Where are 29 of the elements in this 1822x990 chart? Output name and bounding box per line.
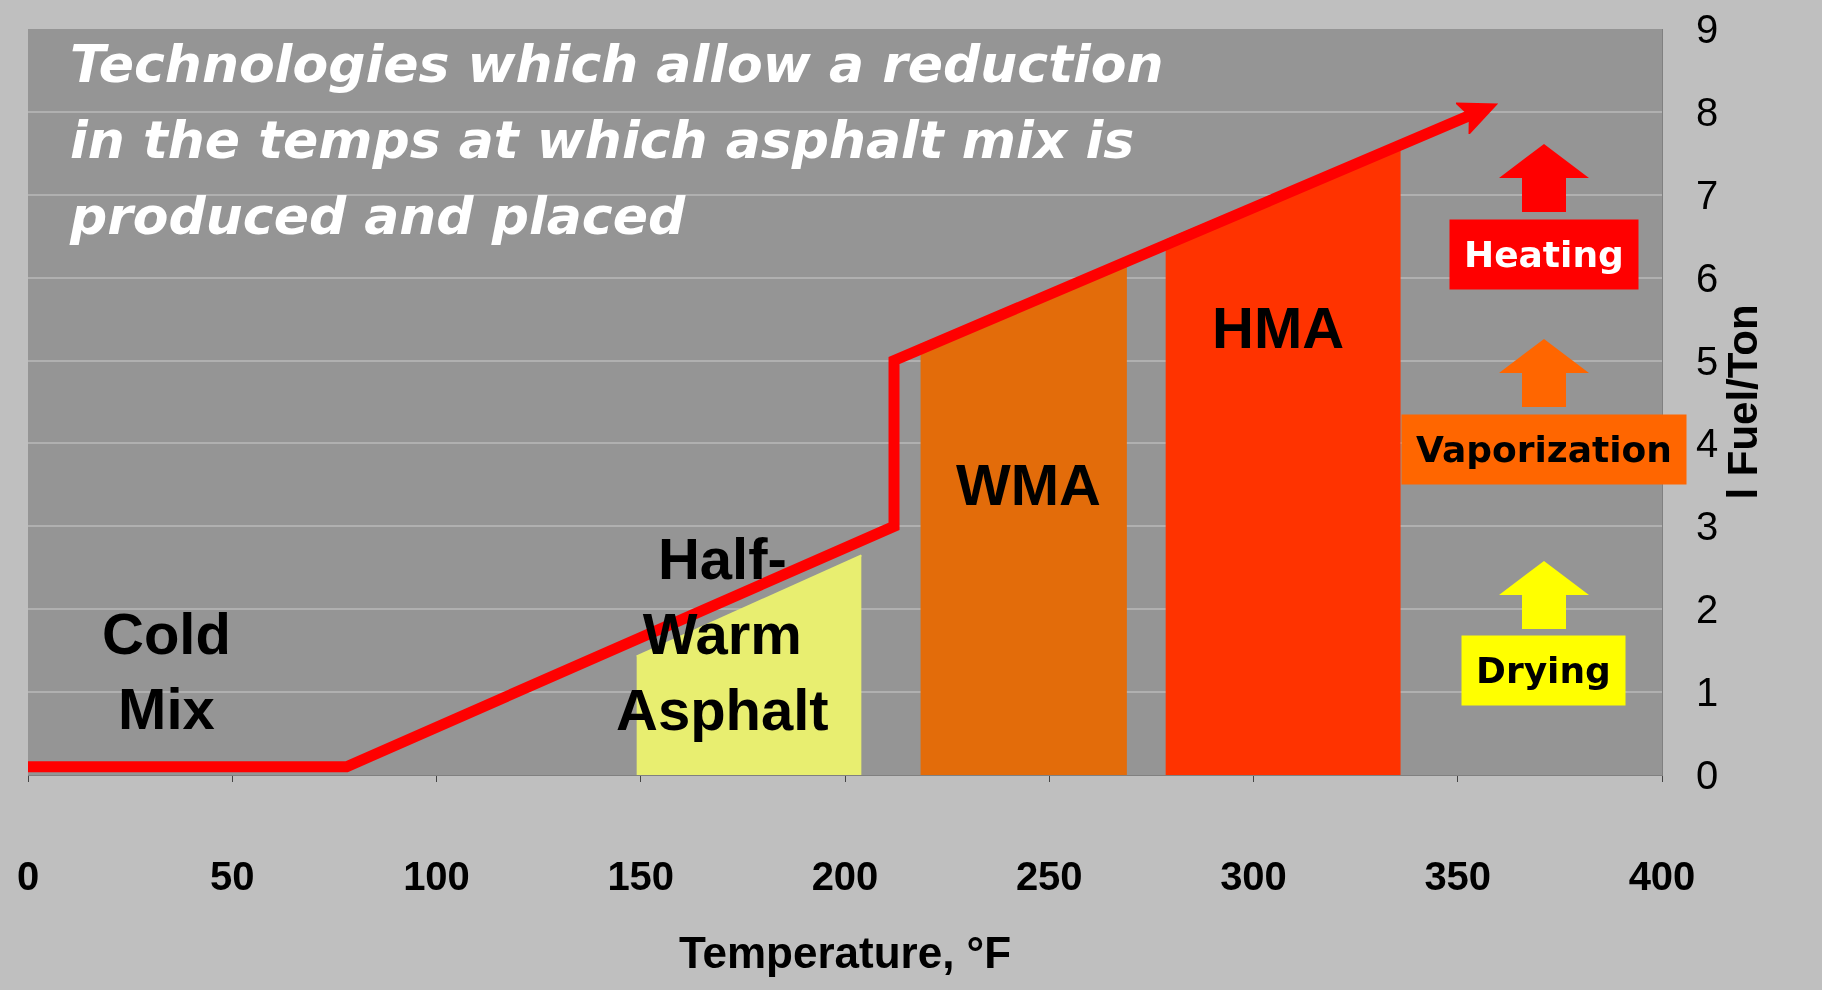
x-tick-label: 50: [210, 854, 255, 898]
x-tick-label: 150: [607, 854, 675, 898]
y-tick-label: 0: [1696, 753, 1719, 797]
y-tick-label: 9: [1696, 7, 1719, 51]
annotation: Drying: [1476, 650, 1611, 691]
y-axis-title: l Fuel/Ton: [1719, 304, 1767, 500]
x-axis-title: Temperature, °F: [678, 928, 1012, 978]
y-tick-label: 6: [1696, 255, 1719, 300]
y-tick-label: 5: [1696, 338, 1719, 383]
x-tick-label: 200: [811, 854, 879, 898]
y-tick-label: 8: [1696, 89, 1719, 134]
annotation: Heating: [1464, 234, 1624, 275]
y-tick-label: 1: [1696, 670, 1719, 715]
x-tick-label: 300: [1220, 854, 1287, 898]
y-tick-label: 7: [1696, 172, 1719, 217]
y-tick-label: 3: [1696, 504, 1719, 549]
y-tick-label: 4: [1696, 421, 1719, 466]
annotation: WMA: [956, 452, 1101, 517]
annotation: HMA: [1212, 295, 1345, 360]
y-tick-label: 2: [1696, 587, 1719, 632]
x-tick-label: 250: [1015, 854, 1083, 898]
x-tick-label: 0: [16, 854, 40, 898]
x-tick-label: 400: [1628, 854, 1696, 898]
annotation: Vaporization: [1416, 429, 1672, 470]
annotation: Cold Mix: [102, 601, 231, 742]
x-tick-label: 350: [1424, 854, 1492, 898]
text: Technologies which allow a reduction in the temps at which asphalt mix is produced and placed: [70, 33, 1165, 248]
x-tick-label: 100: [403, 854, 470, 898]
annotation: Half-Warm Asphalt: [616, 526, 829, 742]
